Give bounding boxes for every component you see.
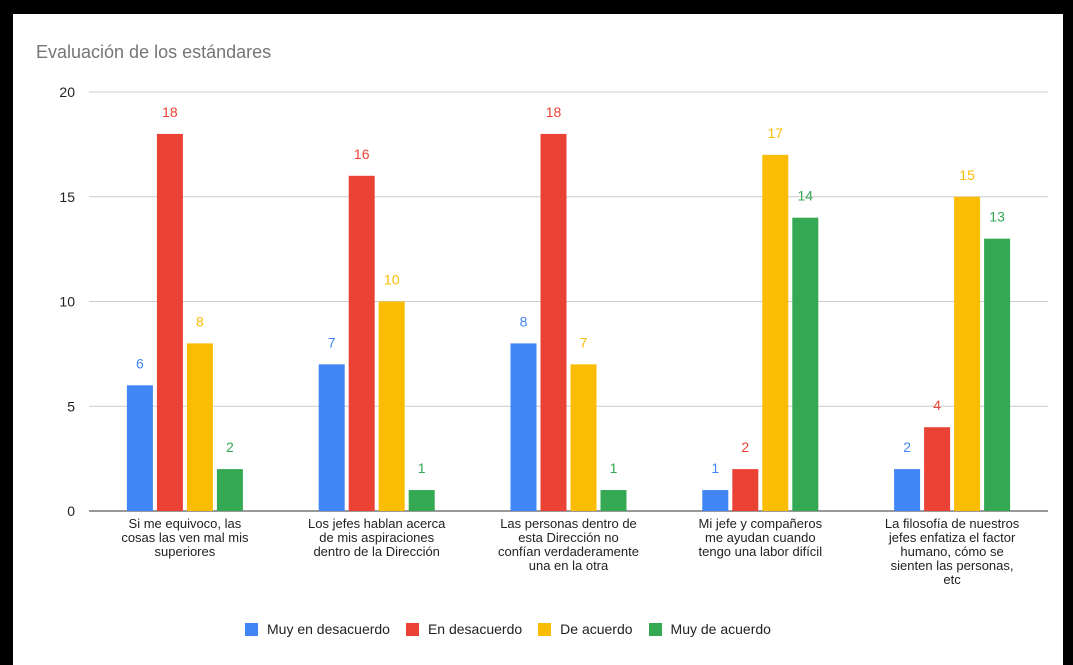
data-label: 8 [196,313,204,329]
legend-label: De acuerdo [560,621,633,637]
bar [510,343,537,511]
data-label: 14 [798,188,814,204]
x-category-label: Los jefes hablan acerca de mis aspiracion… [308,516,446,559]
x-category-label-line: jefes enfatiza el factor [888,530,1016,545]
bar [600,490,627,511]
y-tick-label: 5 [67,398,75,414]
bar [216,469,243,511]
data-label: 1 [610,460,618,476]
data-label: 2 [903,439,911,455]
x-category-label-line: Las personas dentro de [500,516,637,531]
x-category-label: Las personas dentro de esta Dirección no c… [498,516,639,573]
bar [348,175,375,512]
bar [318,364,345,511]
data-label: 4 [933,397,941,413]
legend-item: Muy en desacuerdo [245,621,390,637]
x-category-label-line: una en la otra [529,558,609,573]
data-label: 15 [959,167,975,183]
legend-label: Muy en desacuerdo [267,621,390,637]
x-category-label-line: humano, cómo se [900,544,1003,559]
legend-swatch [405,622,419,636]
bar [378,301,405,511]
data-label: 7 [328,334,336,350]
legend-item: Muy de acuerdo [648,621,771,637]
chart-frame: Evaluación de los estándares 0 5 10 15 20 6 18… [13,14,1063,665]
legend-item: De acuerdo [538,621,633,637]
data-label: 17 [768,125,784,141]
y-tick-label: 15 [59,189,75,205]
bar [894,469,921,511]
bar [156,133,183,511]
bar [408,490,435,511]
data-label: 2 [226,439,234,455]
data-label: 13 [989,209,1005,225]
x-category-label-line: sienten las personas, [891,558,1014,573]
x-category-label-line: etc [943,572,961,587]
x-category-label-line: Si me equivoco, las [129,516,242,531]
data-label: 1 [711,460,719,476]
data-label: 18 [546,104,562,120]
x-category-label-line: esta Dirección no [518,530,618,545]
legend-label: Muy de acuerdo [670,621,771,637]
data-label: 16 [354,146,370,162]
legend-swatch [648,622,662,636]
data-label: 10 [384,272,400,288]
x-category-label-line: Los jefes hablan acerca [308,516,446,531]
y-tick-label: 0 [67,503,75,519]
data-label: 8 [520,313,528,329]
bar [954,196,981,511]
y-tick-label: 20 [59,84,75,100]
bar [924,427,951,511]
x-category-label-line: Mi jefe y compañeros [699,516,823,531]
legend-label: En desacuerdo [427,621,523,637]
legend-swatch [245,622,258,636]
data-label: 2 [741,439,749,455]
bar [792,217,819,511]
data-label: 1 [418,460,426,476]
x-category-label-line: La filosofía de nuestros [885,516,1020,531]
x-category-label-line: confían verdaderamente [498,544,639,559]
legend: Muy en desacuerdo En desacuerdo De acuerdo… [245,621,787,637]
bar [540,133,567,511]
x-category-label-line: superiores [155,544,216,559]
bar [186,343,213,511]
y-tick-label: 10 [59,294,75,310]
bar [732,469,759,511]
x-category-label-line: tengo una labor difícil [699,544,823,559]
bar [762,154,789,511]
x-category-label-line: cosas las ven mal mis [121,530,249,545]
data-label: 18 [162,104,178,120]
chart-title: Evaluación de los estándares [36,42,272,62]
legend-item: En desacuerdo [405,621,523,637]
x-category-label: Si me equivoco, las cosas las ven mal mis… [121,516,249,559]
legend-swatch [538,622,552,636]
x-category-label: La filosofía de nuestros jefes enfatiza e… [885,516,1020,587]
x-category-label-line: de mis aspiraciones [319,530,434,545]
data-label: 7 [580,334,588,350]
x-category-label-line: dentro de la Dirección [313,544,439,559]
x-category-label-line: me ayudan cuando [705,530,816,545]
x-category-label: Mi jefe y compañeros me ayudan cuando teng… [699,516,823,559]
bar [570,364,597,511]
data-label: 6 [136,355,144,371]
bar [984,238,1011,511]
bar [702,490,729,511]
bar [126,385,153,511]
